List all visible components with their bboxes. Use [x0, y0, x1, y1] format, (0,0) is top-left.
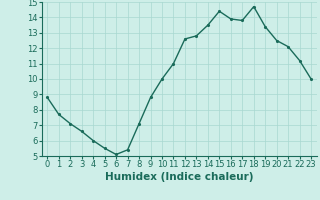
X-axis label: Humidex (Indice chaleur): Humidex (Indice chaleur): [105, 172, 253, 182]
